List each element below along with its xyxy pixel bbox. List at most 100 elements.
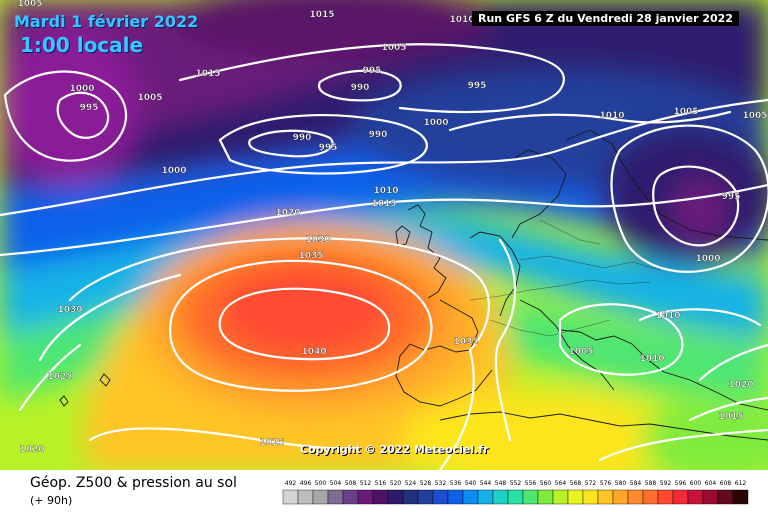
scale-tick-label: 572 bbox=[585, 480, 597, 487]
isobar-label: 995 bbox=[80, 103, 99, 113]
scale-tick-label: 576 bbox=[600, 480, 612, 487]
scale-swatch bbox=[492, 489, 509, 505]
scale-tick-label: 492 bbox=[285, 480, 297, 487]
scale-swatch bbox=[447, 489, 464, 505]
scale-tick-label: 568 bbox=[570, 480, 582, 487]
scale-swatch bbox=[732, 489, 749, 505]
scale-swatch bbox=[702, 489, 719, 505]
scale-swatch bbox=[507, 489, 524, 505]
isobar-label: 995 bbox=[468, 81, 487, 91]
scale-swatch bbox=[372, 489, 389, 505]
forecast-lead-time: (+ 90h) bbox=[30, 494, 73, 507]
scale-tick-label: 596 bbox=[675, 480, 687, 487]
isobar-label: 990 bbox=[369, 130, 388, 140]
scale-swatch bbox=[312, 489, 329, 505]
isobar-label: 995 bbox=[363, 66, 382, 76]
scale-tick-label: 600 bbox=[690, 480, 702, 487]
geopotential-color-scale: 492 496 500 504 508 512 516 520 524 528 532 536 540 5… bbox=[282, 480, 749, 505]
isobar-label: 1020 bbox=[275, 208, 300, 218]
scale-swatch bbox=[462, 489, 479, 505]
isobar-label: 990 bbox=[293, 133, 312, 143]
map-parameter-title: Géop. Z500 & pression au sol bbox=[30, 475, 237, 491]
isobar-label: 1015 bbox=[718, 412, 743, 422]
isobar-label: 1035 bbox=[453, 337, 478, 347]
scale-swatch bbox=[672, 489, 689, 505]
scale-tick-label: 560 bbox=[540, 480, 552, 487]
scale-tick-label: 516 bbox=[375, 480, 387, 487]
scale-swatch bbox=[477, 489, 494, 505]
scale-tick-label: 564 bbox=[555, 480, 567, 487]
scale-swatch bbox=[642, 489, 659, 505]
z500-pressure-map: 1005 1015 1010 1005 1015 1000 995 1005 995 990 995… bbox=[0, 0, 768, 470]
scale-tick-label: 540 bbox=[465, 480, 477, 487]
scale-swatch bbox=[402, 489, 419, 505]
scale-swatch bbox=[282, 489, 299, 505]
scale-swatch bbox=[717, 489, 734, 505]
scale-tick-label: 588 bbox=[645, 480, 657, 487]
isobar-label: 1030 bbox=[57, 305, 82, 315]
scale-swatch bbox=[357, 489, 374, 505]
isobar-label: 995 bbox=[722, 192, 741, 202]
scale-swatch bbox=[657, 489, 674, 505]
isobars bbox=[0, 43, 768, 470]
isobar-label: 1005 bbox=[381, 43, 406, 53]
isobar-label: 1015 bbox=[371, 199, 396, 209]
scale-swatch bbox=[327, 489, 344, 505]
scale-swatch bbox=[522, 489, 539, 505]
isobar-label: 1010 bbox=[599, 111, 624, 121]
scale-swatch bbox=[297, 489, 314, 505]
scale-swatch bbox=[627, 489, 644, 505]
isobar-label: 1000 bbox=[69, 84, 94, 94]
scale-swatch bbox=[387, 489, 404, 505]
scale-tick-label: 536 bbox=[450, 480, 462, 487]
scale-tick-label: 604 bbox=[705, 480, 717, 487]
borders bbox=[469, 219, 661, 337]
forecast-date: Mardi 1 février 2022 bbox=[14, 12, 199, 31]
scale-swatch bbox=[417, 489, 434, 505]
isobar-label: 1005 bbox=[568, 347, 593, 357]
isobar-label: 1010 bbox=[449, 15, 474, 25]
isobar-label: 1035 bbox=[298, 251, 323, 261]
copyright-notice: Copyright © 2022 Meteociel.fr bbox=[300, 443, 489, 456]
forecast-time: 1:00 locale bbox=[20, 33, 144, 57]
scale-swatch bbox=[597, 489, 614, 505]
scale-swatch bbox=[537, 489, 554, 505]
scale-tick-label: 520 bbox=[390, 480, 402, 487]
isobar-label: 1010 bbox=[655, 311, 680, 321]
scale-tick-label: 504 bbox=[330, 480, 342, 487]
scale-tick-label: 556 bbox=[525, 480, 537, 487]
scale-tick-label: 496 bbox=[300, 480, 312, 487]
isobar-label: 1005 bbox=[673, 107, 698, 117]
isobar-label: 1010 bbox=[373, 186, 398, 196]
isobar-label: 1020 bbox=[19, 445, 44, 455]
isobar-labels: 1005 1015 1010 1005 1015 1000 995 1005 995 990 995… bbox=[17, 0, 767, 455]
isobar-label: 1010 bbox=[639, 354, 664, 364]
geopotential-color-field bbox=[0, 0, 768, 470]
isobar-label: 1020 bbox=[728, 380, 753, 390]
scale-tick-label: 584 bbox=[630, 480, 642, 487]
scale-tick-label: 544 bbox=[480, 480, 492, 487]
isobar-label: 1000 bbox=[161, 166, 186, 176]
isobar-label: 1040 bbox=[301, 347, 326, 357]
scale-tick-label: 508 bbox=[345, 480, 357, 487]
isobar-label: 1025 bbox=[47, 372, 72, 382]
scale-tick-label: 532 bbox=[435, 480, 447, 487]
scale-swatch bbox=[342, 489, 359, 505]
scale-tick-label: 580 bbox=[615, 480, 627, 487]
isobar-label: 1000 bbox=[423, 118, 448, 128]
scale-tick-label: 608 bbox=[720, 480, 732, 487]
scale-tick-label: 512 bbox=[360, 480, 372, 487]
isobar-label: 995 bbox=[319, 143, 338, 153]
isobar-label: 1005 bbox=[137, 93, 162, 103]
scale-tick-label: 528 bbox=[420, 480, 432, 487]
scale-swatch bbox=[552, 489, 569, 505]
scale-tick-label: 592 bbox=[660, 480, 672, 487]
scale-swatch bbox=[687, 489, 704, 505]
isobar-label: 1000 bbox=[695, 254, 720, 264]
scale-swatch bbox=[432, 489, 449, 505]
model-run-label: Run GFS 6 Z du Vendredi 28 janvier 2022 bbox=[472, 11, 739, 26]
isobar-label: 1015 bbox=[195, 69, 220, 79]
scale-swatch bbox=[582, 489, 599, 505]
isobar-label: 1025 bbox=[259, 438, 284, 448]
